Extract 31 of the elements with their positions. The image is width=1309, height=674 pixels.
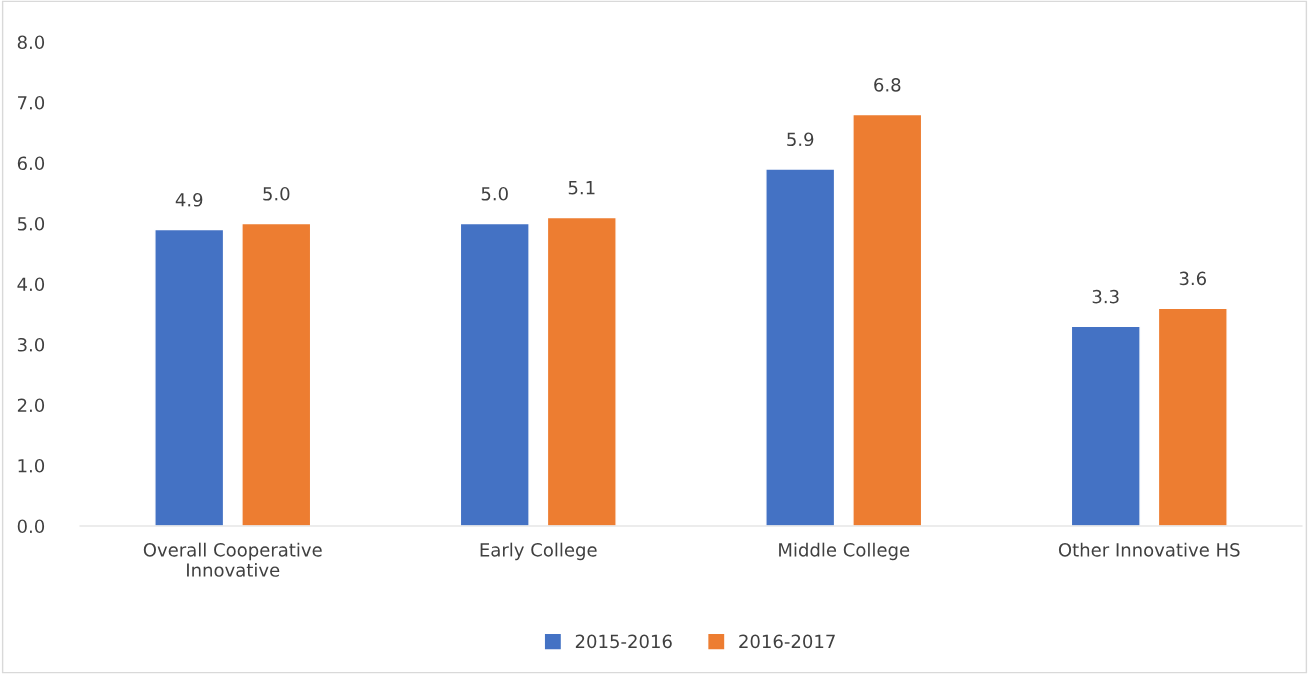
x-tick-label: Other Innovative HS — [1058, 542, 1240, 557]
x-tick-label: Overall Cooperative Innovative — [143, 542, 322, 577]
bar — [852, 113, 923, 526]
data-label: 3.3 — [1092, 289, 1119, 304]
data-label: 5.9 — [787, 132, 814, 147]
data-label: 4.9 — [175, 192, 203, 207]
bar — [765, 168, 836, 526]
x-tick-label: Early College — [480, 542, 597, 561]
bar — [546, 216, 617, 526]
data-label: 6.8 — [874, 78, 901, 92]
bar — [1070, 325, 1141, 526]
bar — [154, 228, 225, 526]
legend-label: 2015-2016 — [575, 634, 672, 649]
data-label: 5.0 — [263, 186, 290, 201]
data-label: 5.1 — [568, 181, 595, 195]
y-tick-label: 4.0 — [17, 277, 45, 292]
y-tick-label: 7.0 — [18, 95, 45, 110]
y-tick-label: 0.0 — [17, 519, 45, 534]
bar — [459, 222, 530, 526]
y-tick-label: 8.0 — [17, 35, 45, 50]
y-tick-label: 2.0 — [17, 398, 45, 413]
bar — [1157, 307, 1228, 526]
bar — [241, 222, 312, 526]
y-tick-label: 5.0 — [17, 216, 45, 231]
data-label: 3.6 — [1179, 271, 1206, 286]
x-tick-label: Middle College — [779, 542, 910, 561]
data-label: 5.0 — [481, 186, 508, 201]
y-tick-label: 3.0 — [17, 337, 45, 352]
y-tick-label: 1.0 — [18, 458, 45, 473]
legend-label: 2016-2017 — [739, 634, 835, 649]
y-tick-label: 6.0 — [17, 156, 45, 171]
